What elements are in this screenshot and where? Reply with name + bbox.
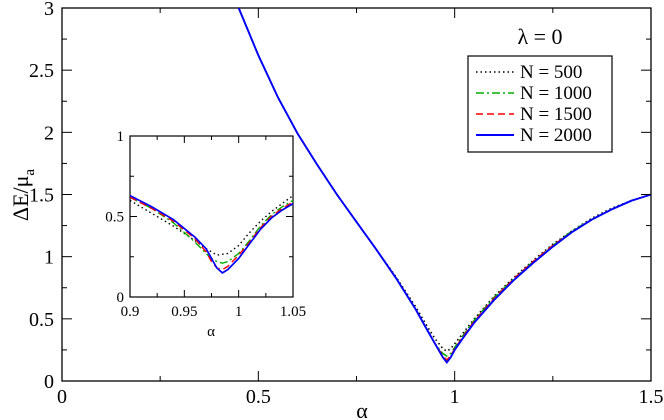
inset-x-tick-label-2: 1 — [235, 304, 243, 320]
inset-series-group — [130, 194, 293, 274]
main-y-tick-label-6: 3 — [44, 0, 54, 20]
inset-x-tick-label-0: 0.9 — [121, 304, 140, 320]
main-y-axis-label: ΔE/μa — [8, 169, 38, 222]
main-x-tick-label-2: 1 — [450, 386, 460, 408]
main-series-4-line — [237, 8, 651, 364]
inset-y-tick-label-2: 1 — [117, 129, 125, 145]
inset-y-tick-label-0: 0 — [117, 290, 125, 306]
main-y-axis-label-main: ΔE/μ — [8, 176, 33, 222]
main-ticks-group: 0 0.5 1 1.5 0 0.5 1 1.5 2 2.5 3 — [29, 0, 664, 408]
main-y-tick-label-0: 0 — [44, 371, 54, 393]
main-y-tick-label-2: 1 — [44, 247, 54, 269]
main-plot: 0 0.5 1 1.5 0 0.5 1 1.5 2 2.5 3 α ΔE/μa — [8, 0, 664, 420]
main-y-axis-label-subscript: a — [22, 169, 38, 176]
inset-series-4-line — [130, 194, 293, 274]
main-series-group — [237, 8, 651, 364]
legend-box — [467, 55, 613, 153]
main-y-tick-label-1: 0.5 — [29, 309, 54, 331]
inset-x-tick-label-1: 0.95 — [171, 304, 197, 320]
legend-label-2: N = 1000 — [520, 83, 592, 104]
main-y-tick-label-5: 2.5 — [29, 60, 54, 82]
inset-x-tick-label-3: 1.05 — [280, 304, 306, 320]
legend-label-3: N = 1500 — [520, 104, 592, 125]
legend-label-1: N = 500 — [520, 62, 582, 83]
main-x-tick-label-0: 0 — [57, 386, 67, 408]
inset-ticks-group: 0.9 0.95 1 1.05 0 0.5 1 — [105, 129, 306, 320]
inset-x-axis-label: α — [207, 324, 215, 340]
inset-plot: 0.9 0.95 1 1.05 0 0.5 1 α — [105, 129, 306, 340]
main-x-axis-label: α — [356, 398, 368, 420]
inset-series-1-line — [130, 195, 293, 256]
inset-series-3-line — [130, 196, 293, 271]
legend-label-4: N = 2000 — [520, 125, 592, 146]
main-y-tick-label-3: 1.5 — [29, 185, 54, 207]
main-x-tick-label-1: 0.5 — [246, 386, 271, 408]
legend-title: λ = 0 — [517, 24, 562, 49]
main-x-tick-label-3: 1.5 — [639, 386, 664, 408]
inset-series-2-line — [130, 196, 293, 264]
main-y-tick-label-4: 2 — [44, 122, 54, 144]
inset-y-tick-label-1: 0.5 — [105, 210, 124, 226]
inset-plot-frame — [129, 135, 294, 298]
